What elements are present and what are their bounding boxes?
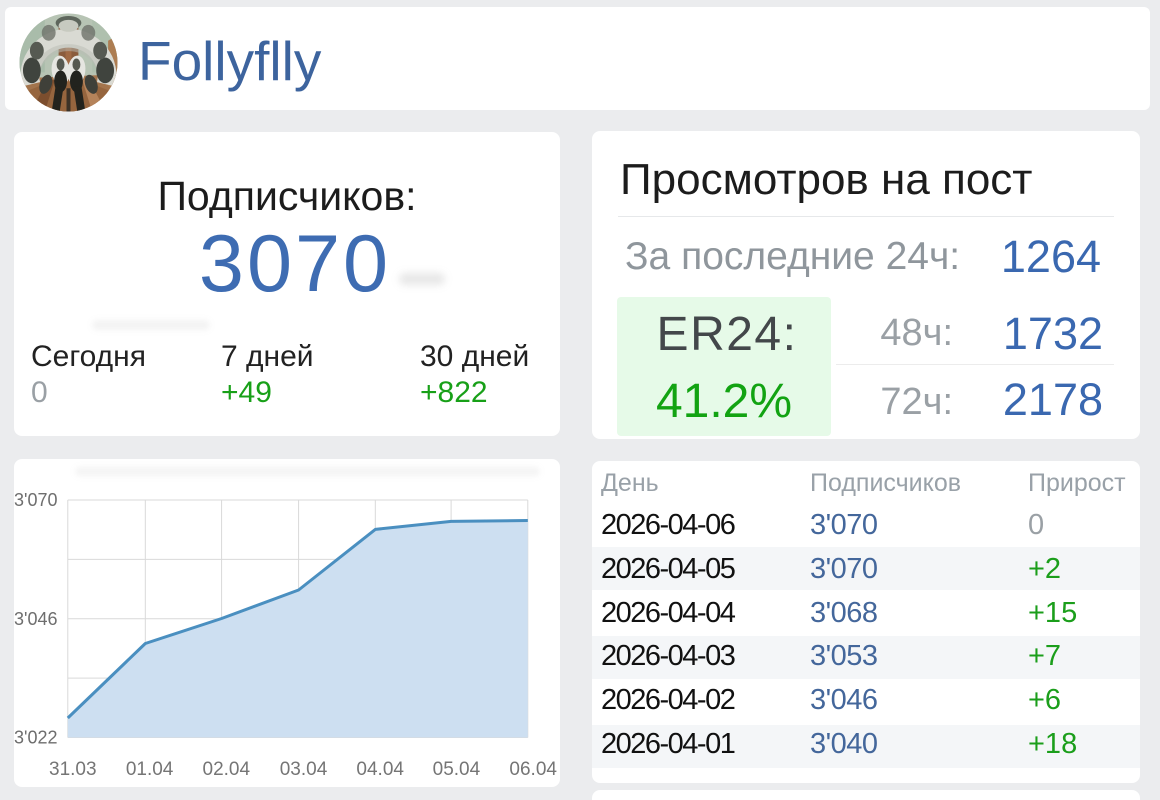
- svg-text:02.04: 02.04: [203, 759, 251, 780]
- svg-text:3'046: 3'046: [14, 609, 57, 629]
- svg-text:3'022: 3'022: [14, 728, 57, 748]
- svg-text:06.04: 06.04: [509, 759, 557, 780]
- svg-text:05.04: 05.04: [433, 759, 481, 780]
- svg-text:03.04: 03.04: [280, 759, 328, 780]
- svg-text:04.04: 04.04: [356, 759, 404, 780]
- svg-text:01.04: 01.04: [126, 759, 174, 780]
- svg-text:31.03: 31.03: [49, 759, 97, 780]
- svg-text:3'070: 3'070: [14, 490, 57, 510]
